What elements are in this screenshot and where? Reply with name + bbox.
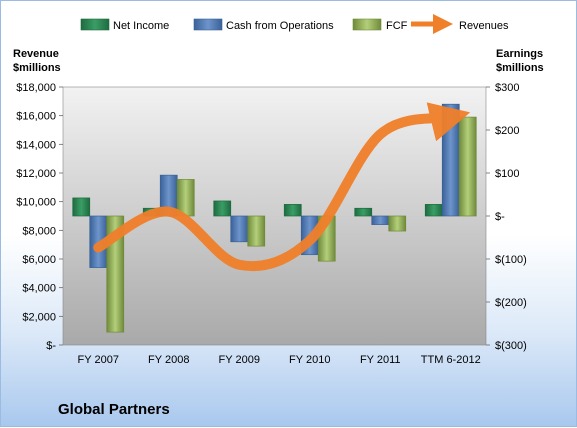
right-axis-tick-label: $200 xyxy=(495,125,519,137)
right-axis-tick-label: $100 xyxy=(495,168,519,180)
right-axis-ticks: $(300) $(200) $(100) $- $100 $200 $300 xyxy=(486,82,527,352)
bar-fcf xyxy=(248,216,265,246)
right-axis-title-line2: $millions xyxy=(496,62,544,74)
left-axis-tick-label: $8,000 xyxy=(22,225,56,237)
left-axis-tick-label: $2,000 xyxy=(22,311,56,323)
legend-label-revenues: Revenues xyxy=(459,20,509,32)
left-axis-title-line2: $millions xyxy=(13,62,61,74)
chart-title: Global Partners xyxy=(58,401,170,418)
legend-label-fcf: FCF xyxy=(386,20,408,32)
bar-fcf xyxy=(389,216,406,231)
left-axis-title-line1: Revenue xyxy=(13,48,59,60)
bar-fcf xyxy=(459,117,476,216)
left-axis-tick-label: $12,000 xyxy=(16,168,56,180)
right-axis-tick-label: $300 xyxy=(495,82,519,94)
left-axis-tick-label: $10,000 xyxy=(16,197,56,209)
left-axis-tick-label: $4,000 xyxy=(22,283,56,295)
category-label: FY 2009 xyxy=(219,354,260,366)
bar-net-income xyxy=(284,204,301,216)
category-label: TTM 6-2012 xyxy=(421,354,481,366)
legend: Net Income Cash from Operations FCF Reve… xyxy=(81,19,509,32)
left-axis-ticks: $- $2,000 $4,000 $6,000 $8,000 $10,000 $12,000… xyxy=(16,82,63,352)
category-label: FY 2007 xyxy=(78,354,119,366)
bar-cash-from-operations xyxy=(372,216,389,225)
category-label: FY 2008 xyxy=(148,354,189,366)
left-axis-tick-label: $6,000 xyxy=(22,254,56,266)
bar-net-income xyxy=(73,198,90,216)
bar-cash-from-operations xyxy=(231,216,248,242)
left-axis-tick-label: $16,000 xyxy=(16,111,56,123)
category-label: FY 2010 xyxy=(289,354,330,366)
legend-swatch-fcf xyxy=(353,19,381,30)
category-label: FY 2011 xyxy=(360,354,401,366)
right-axis-tick-label: $(200) xyxy=(495,297,527,309)
plot-area xyxy=(63,87,486,345)
legend-swatch-cash-from-operations xyxy=(194,19,222,30)
right-axis-tick-label: $- xyxy=(495,211,505,223)
left-axis-tick-label: $18,000 xyxy=(16,82,56,94)
bar-net-income xyxy=(425,204,442,216)
left-axis-tick-label: $- xyxy=(46,340,56,352)
category-labels: FY 2007 FY 2008 FY 2009 FY 2010 FY 2011 TTM 6… xyxy=(78,354,481,366)
legend-label-cash-from-operations: Cash from Operations xyxy=(226,20,334,32)
bar-net-income xyxy=(214,201,231,216)
bar-net-income xyxy=(355,208,372,216)
legend-label-net-income: Net Income xyxy=(113,20,169,32)
left-axis-tick-label: $14,000 xyxy=(16,139,56,151)
right-axis-tick-label: $(300) xyxy=(495,340,527,352)
right-axis-title-line1: Earnings xyxy=(496,48,543,60)
right-axis-tick-label: $(100) xyxy=(495,254,527,266)
legend-swatch-net-income xyxy=(81,19,109,30)
